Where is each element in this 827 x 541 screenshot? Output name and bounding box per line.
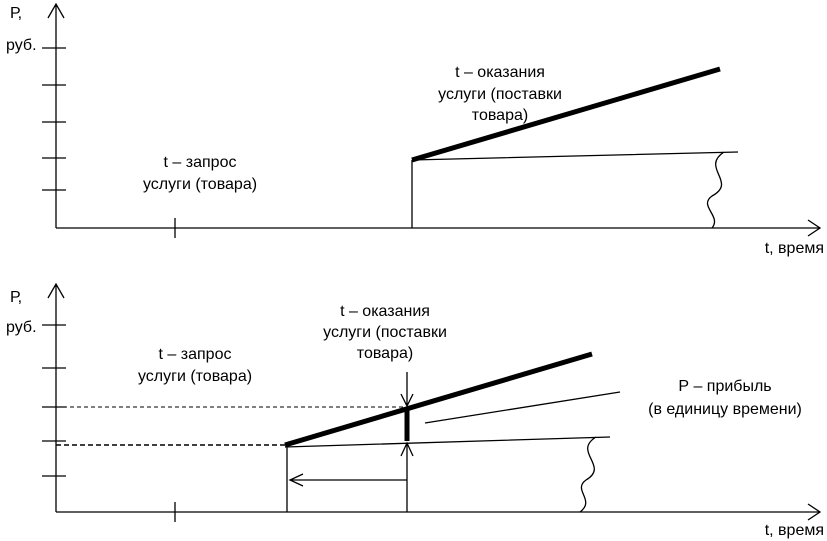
service-label: товара) xyxy=(472,107,528,124)
price-line xyxy=(284,351,593,448)
y-label: руб. xyxy=(6,37,37,54)
request-label: t – запрос xyxy=(159,346,232,363)
request-label: услуги (товара) xyxy=(138,368,252,385)
cost-line xyxy=(411,151,739,229)
ticks xyxy=(42,47,176,238)
x-label: t, время xyxy=(765,240,824,257)
profit-label: (в единицу времени) xyxy=(648,401,802,418)
y-label: Р, xyxy=(10,289,22,306)
service-label: услуги (поставки xyxy=(323,324,447,341)
axes xyxy=(47,2,822,237)
request-label: услуги (товара) xyxy=(143,176,257,193)
bottom-diagram: Р, руб. t, время t – запрос услуги (това… xyxy=(6,282,824,539)
request-label: t – запрос xyxy=(164,154,237,171)
y-label: руб. xyxy=(6,319,37,336)
price-line xyxy=(411,66,721,163)
y-label: Р, xyxy=(10,5,22,22)
arrows xyxy=(288,372,621,512)
profit-label: Р – прибыль xyxy=(678,378,771,395)
x-label: t, время xyxy=(765,522,824,539)
service-label: товара) xyxy=(357,345,413,362)
service-label: t – оказания xyxy=(340,303,430,320)
top-diagram: Р, руб. t, время t – запрос услуги (това… xyxy=(6,2,824,257)
service-label: t – оказания xyxy=(455,64,545,81)
service-label: услуги (поставки xyxy=(438,86,562,103)
ticks xyxy=(42,324,176,522)
cost-line xyxy=(284,436,611,513)
axes xyxy=(47,282,822,521)
